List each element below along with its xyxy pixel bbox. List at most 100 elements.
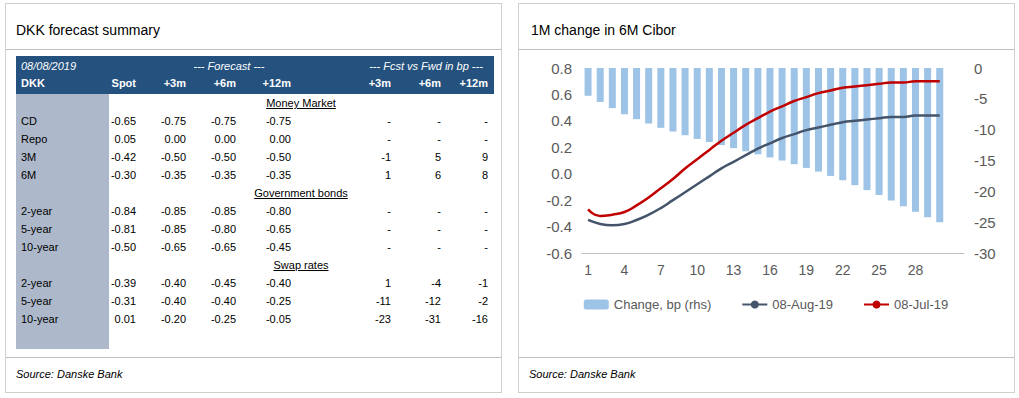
svg-text:7: 7 <box>657 262 665 278</box>
html-text:-31: -31 <box>425 313 441 325</box>
html-text:DKK forecast summary: DKK forecast summary <box>16 22 160 38</box>
svg-text:19: 19 <box>799 262 815 278</box>
html-text:10-year: 10-year <box>21 313 59 325</box>
html-text:-16: -16 <box>472 313 488 325</box>
html-text:-0.84: -0.84 <box>110 205 136 217</box>
html-text:CD: CD <box>21 115 37 127</box>
html-text:+6m: +6m <box>213 77 236 89</box>
html-text:-0.45: -0.45 <box>210 277 236 289</box>
svg-text:28: 28 <box>908 262 924 278</box>
html-text:-0.50: -0.50 <box>265 151 291 163</box>
html-text:0.05: 0.05 <box>114 133 136 145</box>
html-text:-0.85: -0.85 <box>160 205 186 217</box>
html-text:-0.42: -0.42 <box>110 151 136 163</box>
html-text:-0.75: -0.75 <box>160 115 186 127</box>
html-text:+12m: +12m <box>262 77 291 89</box>
html-text:1M change in 6M Cibor: 1M change in 6M Cibor <box>531 22 676 38</box>
html-text:-0.80: -0.80 <box>265 205 291 217</box>
html-text:-0.85: -0.85 <box>160 223 186 235</box>
svg-text:10: 10 <box>689 262 705 278</box>
svg-text:0.2: 0.2 <box>551 139 572 156</box>
html-text:10-year: 10-year <box>21 241 59 253</box>
html-text:-0.25: -0.25 <box>210 313 236 325</box>
svg-text:-0.2: -0.2 <box>546 192 572 209</box>
html-text:-0.20: -0.20 <box>160 313 186 325</box>
svg-text:0.6: 0.6 <box>551 86 572 103</box>
svg-text:22: 22 <box>835 262 851 278</box>
html-text:-0.50: -0.50 <box>210 151 236 163</box>
html-text:-0.65: -0.65 <box>210 241 236 253</box>
html-text:+12m: +12m <box>459 77 488 89</box>
svg-text:-20: -20 <box>974 183 996 200</box>
html-text:Government bonds: Government bonds <box>254 187 348 199</box>
html-text:-0.40: -0.40 <box>265 277 291 289</box>
html-text:--- Fcst vs Fwd in bp ---: --- Fcst vs Fwd in bp --- <box>369 60 483 72</box>
svg-text:16: 16 <box>762 262 778 278</box>
html-text:-0.31: -0.31 <box>110 295 136 307</box>
svg-text:4: 4 <box>621 262 629 278</box>
html-text:+3m: +3m <box>163 77 186 89</box>
html-text:0.00: 0.00 <box>269 133 291 145</box>
html-text:2-year: 2-year <box>21 277 53 289</box>
html-text:Spot: Spot <box>111 77 136 89</box>
html-text:-12: -12 <box>425 295 441 307</box>
html-text:-0.30: -0.30 <box>110 169 136 181</box>
html-text:-0.50: -0.50 <box>160 151 186 163</box>
svg-text:1: 1 <box>584 262 592 278</box>
html-text:-0.85: -0.85 <box>210 205 236 217</box>
html-text:0.00: 0.00 <box>214 133 236 145</box>
html-text:-0.35: -0.35 <box>210 169 236 181</box>
html-text:-0.39: -0.39 <box>110 277 136 289</box>
svg-text:0.8: 0.8 <box>551 60 572 77</box>
svg-text:25: 25 <box>871 262 887 278</box>
html-text:-0.40: -0.40 <box>160 277 186 289</box>
html-text:0.01: 0.01 <box>114 313 136 325</box>
html-text:Money Market: Money Market <box>266 97 336 109</box>
svg-text:0.4: 0.4 <box>551 112 572 129</box>
html-text:-0.05: -0.05 <box>265 313 291 325</box>
html-text:-0.65: -0.65 <box>265 223 291 235</box>
svg-text:13: 13 <box>726 262 742 278</box>
html-text:-0.45: -0.45 <box>265 241 291 253</box>
html-text:DKK: DKK <box>21 77 45 89</box>
html-text:-23: -23 <box>375 313 391 325</box>
svg-text:-0.6: -0.6 <box>546 245 572 262</box>
html-text:-0.50: -0.50 <box>110 241 136 253</box>
svg-text:-10: -10 <box>974 121 996 138</box>
html-text:+6m: +6m <box>418 77 441 89</box>
html-text:-0.65: -0.65 <box>110 115 136 127</box>
html-text:5-year: 5-year <box>21 295 53 307</box>
svg-text:0.0: 0.0 <box>551 165 572 182</box>
svg-text:Change, bp (rhs): Change, bp (rhs) <box>614 297 712 312</box>
html-text:Swap rates: Swap rates <box>273 259 329 271</box>
html-text:Source: Danske Bank: Source: Danske Bank <box>16 368 123 380</box>
svg-text:0: 0 <box>974 60 982 77</box>
html-text:+3m: +3m <box>368 77 391 89</box>
html-text:-0.35: -0.35 <box>160 169 186 181</box>
svg-text:-0.4: -0.4 <box>546 218 572 235</box>
html-text:-0.40: -0.40 <box>210 295 236 307</box>
svg-text:08-Aug-19: 08-Aug-19 <box>772 297 833 312</box>
html-text:-0.80: -0.80 <box>210 223 236 235</box>
html-text:-0.75: -0.75 <box>265 115 291 127</box>
html-text:-0.35: -0.35 <box>265 169 291 181</box>
svg-text:-30: -30 <box>974 245 996 262</box>
html-text:6M: 6M <box>21 169 37 181</box>
svg-text:08-Jul-19: 08-Jul-19 <box>894 297 948 312</box>
html-text:-0.25: -0.25 <box>265 295 291 307</box>
html-text:-0.75: -0.75 <box>210 115 236 127</box>
html-text:5-year: 5-year <box>21 223 53 235</box>
html-text:2-year: 2-year <box>21 205 53 217</box>
html-text:-0.40: -0.40 <box>160 295 186 307</box>
svg-text:-25: -25 <box>974 214 996 231</box>
html-text:-11: -11 <box>375 295 391 307</box>
html-text:--- Forecast ---: --- Forecast --- <box>193 60 265 72</box>
svg-text:-15: -15 <box>974 152 996 169</box>
svg-text:-5: -5 <box>974 90 987 107</box>
html-text:Repo: Repo <box>21 133 48 145</box>
html-text:08/08/2019: 08/08/2019 <box>21 60 77 72</box>
html-text:-0.65: -0.65 <box>160 241 186 253</box>
html-text:-0.81: -0.81 <box>110 223 136 235</box>
html-text:0.00: 0.00 <box>164 133 186 145</box>
html-text:3M: 3M <box>21 151 37 163</box>
